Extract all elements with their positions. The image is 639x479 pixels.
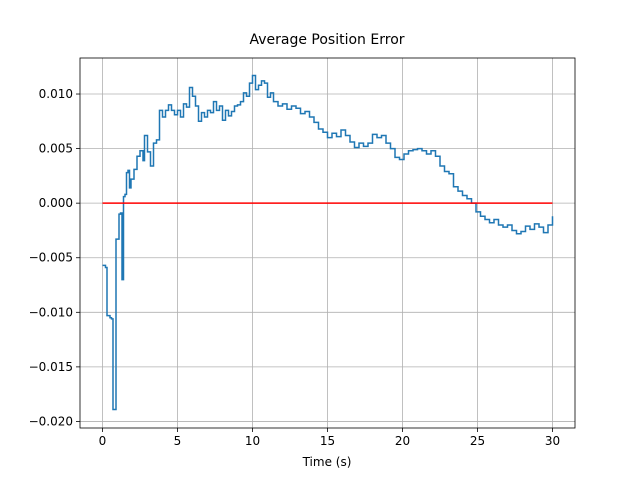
x-tick-label: 10 bbox=[245, 434, 260, 448]
x-tick-label: 20 bbox=[395, 434, 410, 448]
y-tick-label: −0.005 bbox=[29, 251, 73, 265]
x-tick-label: 5 bbox=[174, 434, 182, 448]
plot-frame bbox=[79, 57, 576, 429]
y-tick-label: 0.005 bbox=[39, 142, 73, 156]
y-tick-label: 0.010 bbox=[39, 87, 73, 101]
data-line bbox=[102, 74, 554, 411]
x-axis-label: Time (s) bbox=[302, 455, 352, 469]
x-tick-label: 0 bbox=[99, 434, 107, 448]
x-tick-label: 30 bbox=[545, 434, 560, 448]
chart-title: Average Position Error bbox=[249, 32, 404, 48]
y-tick-label: 0.000 bbox=[39, 196, 73, 210]
y-tick-label: −0.015 bbox=[29, 360, 73, 374]
y-tick-label: −0.010 bbox=[29, 305, 73, 319]
x-tick-label: 15 bbox=[320, 434, 335, 448]
y-tick-label: −0.020 bbox=[29, 414, 73, 428]
x-tick-label: 25 bbox=[470, 434, 485, 448]
